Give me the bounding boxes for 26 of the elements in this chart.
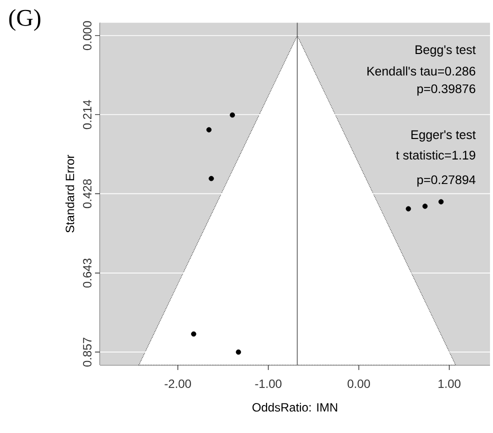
chart-title: (G) [9,9,40,31]
point [236,349,242,355]
point [208,176,214,182]
annotation: Begg's test [416,45,476,57]
annotation: t statistic=1.19 [396,150,476,160]
point [438,199,444,204]
y-tick-label: 0.214 [83,100,92,130]
y-tick-label: 0.857 [83,338,92,367]
annotation: Kendall's tau=0.286 [367,66,476,76]
annotation: p=0.39876 [417,84,476,96]
x-tick-label: -1.00 [255,380,282,388]
point [230,112,235,118]
annotation: p=0.27894 [417,175,476,187]
point [191,331,196,337]
point [206,127,212,132]
y-tick-label: 0.000 [83,21,92,50]
point [406,206,411,212]
x-tick-label: 0.00 [348,380,370,388]
annotation: Egger's test [411,130,476,142]
x-tick-label: 1.00 [438,380,460,388]
y-axis-title: Standard Error [65,154,74,233]
x-tick-label: -2.00 [164,380,191,388]
point [422,204,428,209]
y-tick-label: 0.643 [83,258,92,288]
x-axis-title: OddsRatio: IMN [252,402,338,412]
y-tick-label: 0.428 [83,179,92,208]
